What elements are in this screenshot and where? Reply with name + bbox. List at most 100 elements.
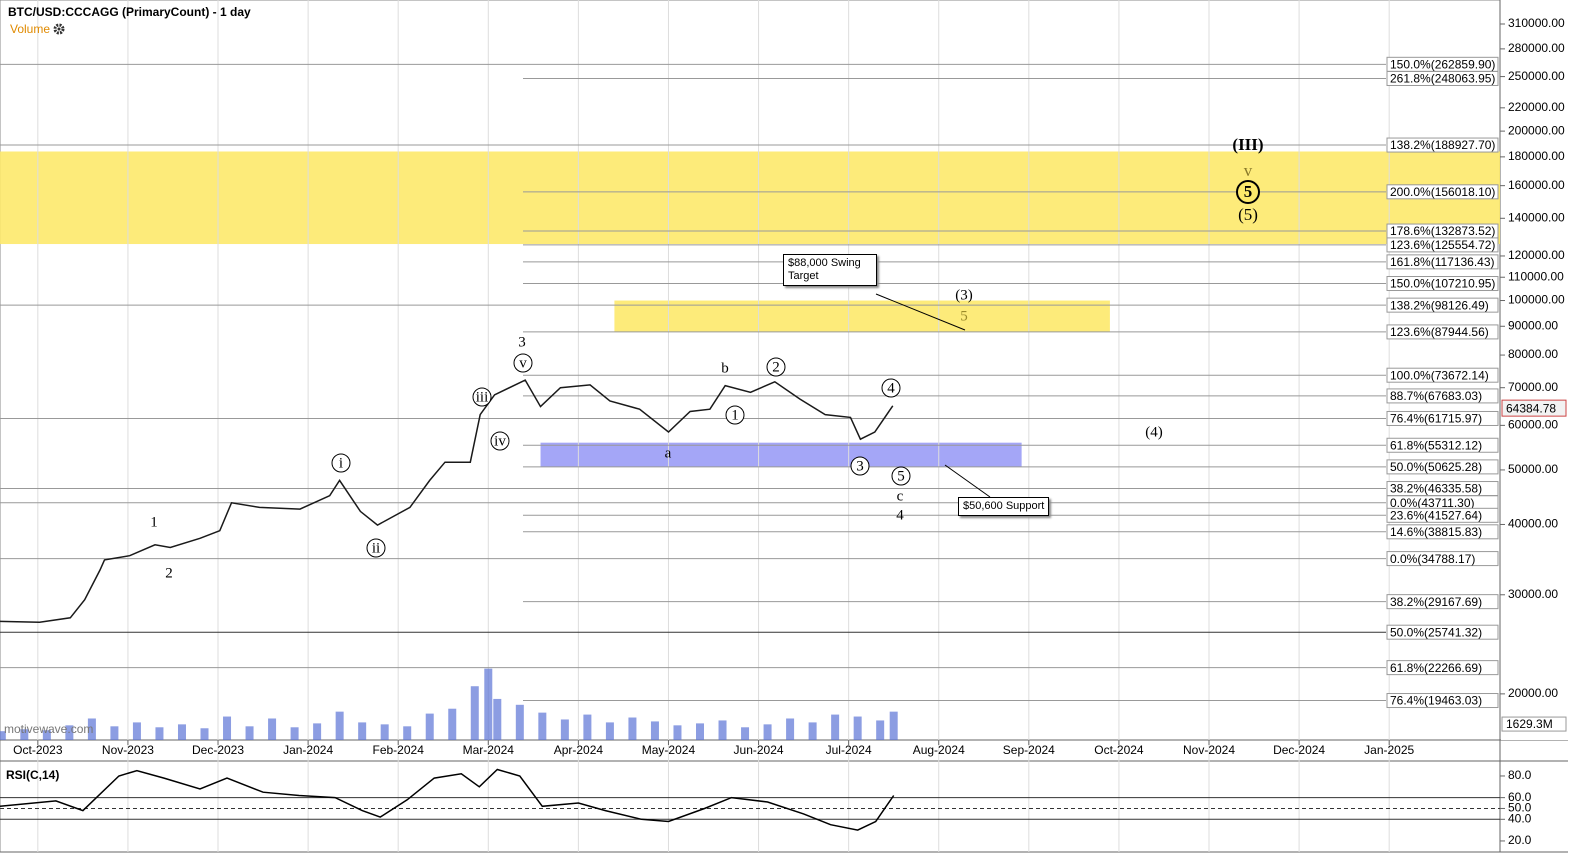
x-tick-label: Feb-2024 <box>373 743 425 757</box>
volume-bar <box>177 724 186 740</box>
volume-bar <box>538 712 547 740</box>
x-tick-label: Dec-2023 <box>192 743 244 757</box>
fib-label-box <box>1386 137 1499 153</box>
x-tick-label: Jul-2024 <box>826 743 872 757</box>
wave-circle <box>366 538 386 558</box>
volume-bar <box>425 713 434 740</box>
fib-label-box <box>1386 660 1499 676</box>
zone <box>614 300 1110 332</box>
volume-bar <box>448 708 457 740</box>
fib-label: 178.6%(132873.52) <box>1390 224 1495 238</box>
volume-bar <box>403 726 412 740</box>
volume-bar <box>87 718 96 740</box>
fib-label: 38.2%(29167.69) <box>1390 595 1482 609</box>
volume-bar <box>673 725 682 740</box>
y-tick-label: 30000.00 <box>1508 587 1558 601</box>
fib-label: 123.6%(125554.72) <box>1390 238 1495 252</box>
watermark: motivewave.com <box>4 722 94 736</box>
wave-label: 4 <box>896 507 904 523</box>
wave-label: b <box>721 360 729 376</box>
wave-label: 3 <box>856 458 864 474</box>
volume-bar <box>808 722 817 740</box>
rsi-title: RSI(C,14) <box>6 768 60 782</box>
last-price-box <box>1501 399 1567 417</box>
volume-bar <box>876 720 885 740</box>
volume-bar <box>741 727 750 740</box>
volume-title[interactable]: Volume <box>10 22 51 36</box>
wave-circle <box>1236 180 1260 204</box>
y-tick-label: 140000.00 <box>1508 210 1565 224</box>
volume-bar <box>132 722 141 740</box>
y-tick-label: 80000.00 <box>1508 347 1558 361</box>
volume-label-box <box>1501 716 1567 732</box>
volume-bar <box>889 711 898 740</box>
y-tick-label: 60.0 <box>1508 790 1532 804</box>
fib-label-box <box>1386 297 1499 313</box>
volume-bar <box>470 686 479 740</box>
wave-label: 5 <box>960 308 968 324</box>
volume-bar <box>313 723 322 740</box>
price-line <box>0 768 895 831</box>
wave-label: 5 <box>1244 182 1253 201</box>
fib-label-box <box>1386 410 1499 426</box>
volume-bar <box>493 698 502 740</box>
volume-label: 1629.3M <box>1506 717 1553 731</box>
wave-label: ii <box>372 540 380 556</box>
x-tick-label: May-2024 <box>642 743 696 757</box>
y-tick-label: 90000.00 <box>1508 318 1558 332</box>
volume-bar <box>155 727 164 740</box>
x-tick-label: Aug-2024 <box>913 743 965 757</box>
x-tick-label: Oct-2024 <box>1094 743 1144 757</box>
fib-label-box <box>1386 524 1499 540</box>
volume-bar <box>20 729 29 740</box>
y-tick-label: 50.0 <box>1508 801 1532 815</box>
volume-bar <box>853 716 862 740</box>
x-tick-label: Nov-2024 <box>1183 743 1235 757</box>
y-tick-label: 40.0 <box>1508 811 1532 825</box>
volume-bar <box>763 724 772 740</box>
fib-label: 200.0%(156018.10) <box>1390 185 1495 199</box>
fib-label: 38.2%(46335.58) <box>1390 482 1482 496</box>
volume-bar <box>484 668 493 740</box>
x-tick-label: Mar-2024 <box>463 743 515 757</box>
fib-label: 138.2%(98126.49) <box>1390 298 1489 312</box>
fib-label: 0.0%(43711.30) <box>1390 496 1475 510</box>
fib-label: 161.8%(117136.43) <box>1390 255 1495 269</box>
fib-label: 150.0%(262859.90) <box>1390 57 1495 71</box>
y-tick-label: 100000.00 <box>1508 293 1565 307</box>
wave-label: v <box>519 355 527 371</box>
chart-title: BTC/USD:CCCAGG (PrimaryCount) - 1 day <box>8 5 251 19</box>
volume-bar <box>696 723 704 740</box>
settings-icon[interactable] <box>53 23 65 35</box>
fib-label-box <box>1386 324 1499 340</box>
y-tick-label: 220000.00 <box>1508 100 1565 114</box>
y-tick-label: 60000.00 <box>1508 418 1558 432</box>
volume-bar <box>831 714 840 740</box>
fib-label: 50.0%(50625.28) <box>1390 460 1482 474</box>
volume-bar <box>786 718 795 740</box>
volume-bar <box>628 717 637 740</box>
x-tick-label: Jun-2024 <box>734 743 784 757</box>
wave-label: i <box>339 455 343 471</box>
y-tick-label: 80.0 <box>1508 768 1532 782</box>
wave-circle <box>513 353 533 373</box>
wave-circle <box>850 456 870 476</box>
wave-label: (III) <box>1232 135 1263 154</box>
x-tick-label: Jan-2025 <box>1364 743 1414 757</box>
wave-label: iv <box>494 433 506 449</box>
fib-label-box <box>1386 594 1499 610</box>
last-price: 64384.78 <box>1506 401 1556 415</box>
wave-circle <box>766 357 786 377</box>
zone <box>0 151 1500 245</box>
fib-label: 0.0%(34788.17) <box>1390 552 1475 566</box>
y-tick-label: 250000.00 <box>1508 69 1565 83</box>
volume-bar <box>605 722 614 740</box>
fib-label: 76.4%(19463.03) <box>1390 694 1482 708</box>
volume-bar <box>245 726 254 740</box>
volume-bar <box>718 720 727 740</box>
volume-bar <box>583 714 592 740</box>
x-tick-label: Oct-2023 <box>13 743 63 757</box>
plot-frame <box>0 0 1501 853</box>
